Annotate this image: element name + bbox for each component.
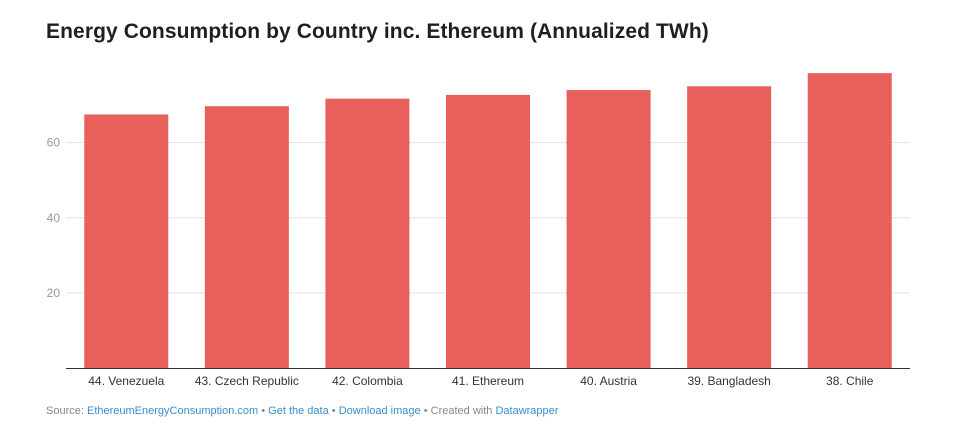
footer-separator: • — [423, 405, 428, 417]
x-category-label: 41. Ethereum — [452, 374, 524, 388]
footer-created-with: Created with — [430, 405, 493, 417]
bar — [807, 73, 892, 369]
chart-title: Energy Consumption by Country inc. Ether… — [46, 20, 709, 43]
footer: Source: EthereumEnergyConsumption.com • … — [46, 405, 558, 417]
bar — [325, 98, 410, 368]
datawrapper-link[interactable]: Datawrapper — [495, 405, 559, 417]
y-tick-label: 20 — [47, 286, 61, 300]
x-category-label: 42. Colombia — [332, 374, 403, 388]
footer-source-link[interactable]: EthereumEnergyConsumption.com — [86, 405, 259, 417]
x-category-label: 39. Bangladesh — [687, 374, 770, 388]
bar — [204, 106, 289, 368]
bar — [566, 90, 651, 369]
x-category-label: 38. Chile — [826, 374, 874, 388]
y-tick-label: 60 — [47, 136, 61, 150]
bars — [84, 73, 892, 369]
footer-separator: • — [331, 405, 336, 417]
x-category-label: 40. Austria — [580, 374, 637, 388]
bar — [446, 94, 530, 369]
bar — [687, 86, 772, 368]
footer-source-label: Source: — [46, 405, 84, 417]
x-category-label: 43. Czech Republic — [195, 374, 299, 388]
get-the-data-link[interactable]: Get the data — [268, 405, 329, 417]
footer-separator: • — [261, 405, 266, 417]
y-axis-tick-labels: 20 40 60 — [47, 136, 61, 300]
bar — [84, 114, 169, 369]
download-image-link[interactable]: Download image — [338, 405, 421, 417]
y-tick-label: 40 — [47, 211, 61, 225]
x-axis-category-labels: 44. Venezuela 43. Czech Republic 42. Colom… — [88, 374, 873, 388]
x-category-label: 44. Venezuela — [88, 374, 164, 388]
